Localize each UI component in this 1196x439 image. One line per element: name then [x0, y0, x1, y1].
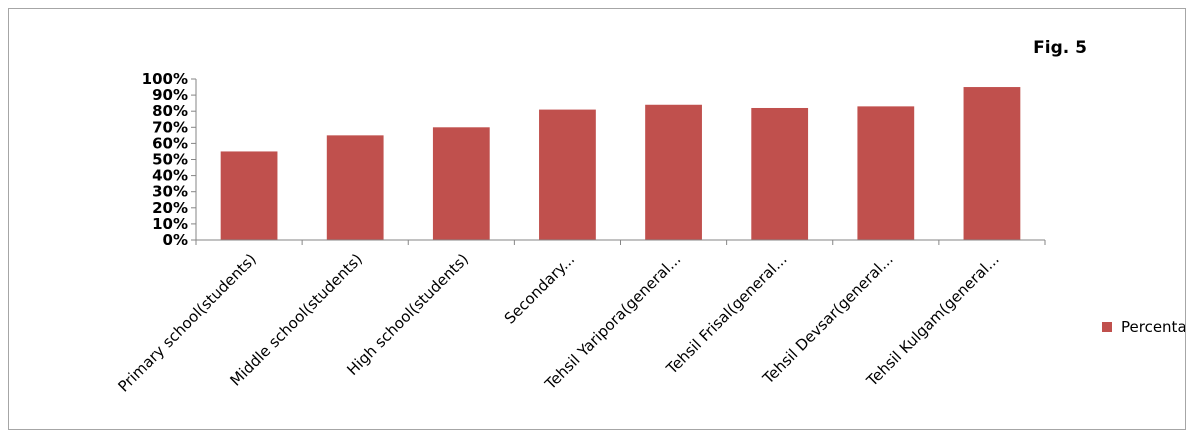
- x-axis: Primary school(students)Middle school(st…: [114, 239, 1046, 396]
- y-tick-label: 60%: [152, 134, 188, 152]
- x-category-label: Secondary...: [501, 250, 579, 328]
- y-axis: 0%10%20%30%40%50%60%70%80%90%100%: [142, 70, 197, 249]
- y-tick-label: 20%: [152, 199, 188, 217]
- bar: [751, 107, 809, 240]
- bars: [220, 87, 1021, 241]
- legend: Percentage: [1102, 318, 1185, 336]
- bar: [857, 106, 915, 241]
- legend-swatch: [1102, 322, 1112, 332]
- y-tick-label: 0%: [163, 231, 188, 249]
- y-tick-label: 80%: [152, 102, 188, 120]
- chart-frame: Fig. 5 0% 10% 20% 30% 40% 50% 60% 70% 80% 90% 100%…: [8, 8, 1186, 430]
- y-tick-label: 10%: [152, 215, 188, 233]
- y-tick-label: 50%: [152, 151, 188, 169]
- bar: [539, 109, 596, 240]
- y-tick-label: 40%: [152, 167, 188, 185]
- x-category-label: Tehsil Frisal(general...: [662, 250, 790, 378]
- bar: [326, 135, 384, 240]
- y-tick-label: 70%: [152, 118, 188, 136]
- y-tick-label: 30%: [152, 183, 188, 201]
- bar: [220, 151, 278, 240]
- chart-title: Fig. 5: [1033, 38, 1087, 58]
- y-tick-label: 100%: [142, 70, 188, 88]
- legend-label: Percentage: [1121, 318, 1185, 336]
- y-tick-label: 90%: [152, 86, 188, 104]
- bar-chart: Fig. 5 0%10%20%30%40%50%60%70%80%90%100%…: [114, 38, 1185, 396]
- bar: [432, 127, 490, 240]
- bar: [645, 104, 702, 240]
- x-category-label: High school(students): [343, 250, 472, 379]
- bar: [963, 87, 1021, 240]
